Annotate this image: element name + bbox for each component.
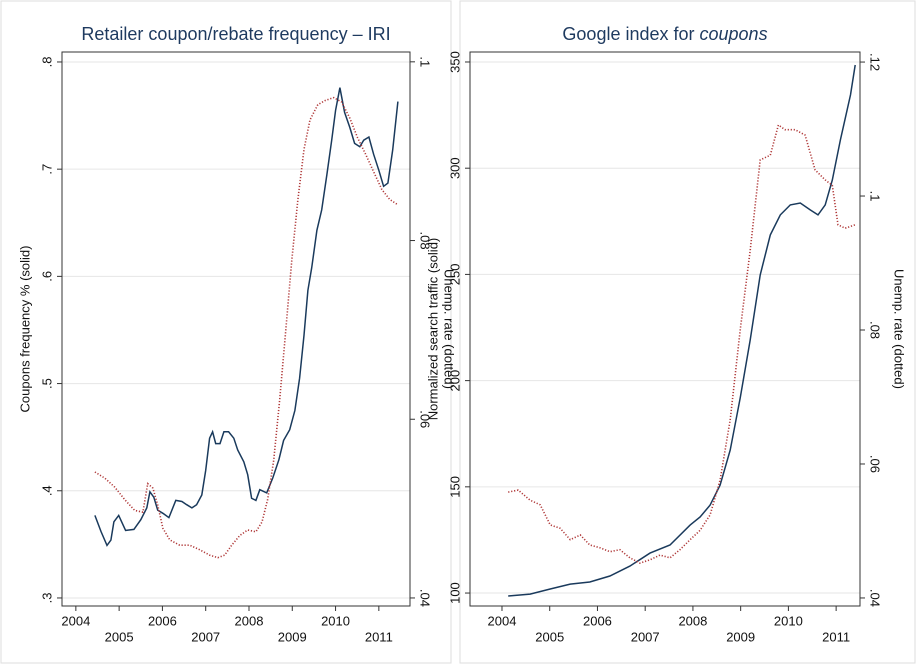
x-tick-label: 2006 — [148, 613, 177, 628]
y2-tick-label: .08 — [868, 321, 883, 339]
x-tick-label: 2008 — [678, 613, 707, 628]
y2-tick-label: .04 — [418, 589, 433, 607]
y-tick-label: .8 — [39, 57, 54, 68]
x-tick-label: 2011 — [365, 629, 393, 644]
y2-tick-label: .12 — [868, 53, 883, 71]
y-tick-label: .6 — [39, 271, 54, 282]
y2-tick-label: .04 — [868, 589, 883, 607]
series-line — [508, 64, 856, 597]
y-axis-label: Coupons frequency % (solid) — [17, 246, 32, 413]
x-tick-label: 2007 — [191, 629, 220, 644]
series-line — [94, 96, 399, 559]
y2-axis-label: Unemp. rate (dotted) — [892, 269, 907, 389]
series-line — [94, 87, 399, 547]
plot-frame — [469, 51, 861, 607]
y2-tick-label: .1 — [868, 191, 883, 202]
y-tick-label: 250 — [447, 264, 462, 286]
x-tick-label: 2009 — [278, 629, 307, 644]
plot-frame — [61, 51, 411, 607]
y2-tick-label: .08 — [418, 231, 433, 249]
x-tick-label: 2011 — [822, 629, 850, 644]
x-tick-label: 2007 — [631, 629, 660, 644]
y-tick-label: .4 — [39, 485, 54, 496]
x-tick-label: 2010 — [321, 613, 350, 628]
x-tick-label: 2004 — [488, 613, 517, 628]
x-tick-label: 2008 — [235, 613, 264, 628]
x-tick-label: 2010 — [774, 613, 803, 628]
y-tick-label: .7 — [39, 164, 54, 175]
x-tick-label: 2005 — [535, 629, 564, 644]
y2-tick-label: .1 — [418, 56, 433, 67]
y-tick-label: .3 — [39, 593, 54, 604]
y2-tick-label: .06 — [868, 455, 883, 473]
title-text: Google index for — [562, 24, 699, 44]
y-tick-label: 300 — [447, 157, 462, 179]
panel-frame — [459, 0, 916, 664]
y-tick-label: 350 — [447, 51, 462, 73]
y-tick-label: 200 — [447, 370, 462, 392]
chart-title: Google index for coupons — [562, 24, 767, 44]
x-tick-label: 2009 — [726, 629, 755, 644]
y-axis-label: Normalized search traffic (solid) — [425, 238, 440, 421]
y-tick-label: 100 — [447, 582, 462, 604]
chart-title: Retailer coupon/rebate frequency – IRI — [81, 24, 390, 44]
y-tick-label: .5 — [39, 378, 54, 389]
y2-tick-label: .06 — [418, 410, 433, 428]
series-line — [508, 123, 856, 564]
title-italic: coupons — [700, 24, 768, 44]
y-tick-label: 150 — [447, 476, 462, 498]
x-tick-label: 2005 — [105, 629, 134, 644]
x-tick-label: 2004 — [61, 613, 90, 628]
y2-axis-label: Unemp. rate (dotted) — [442, 269, 457, 389]
panel-frame — [0, 0, 452, 664]
x-tick-label: 2006 — [583, 613, 612, 628]
